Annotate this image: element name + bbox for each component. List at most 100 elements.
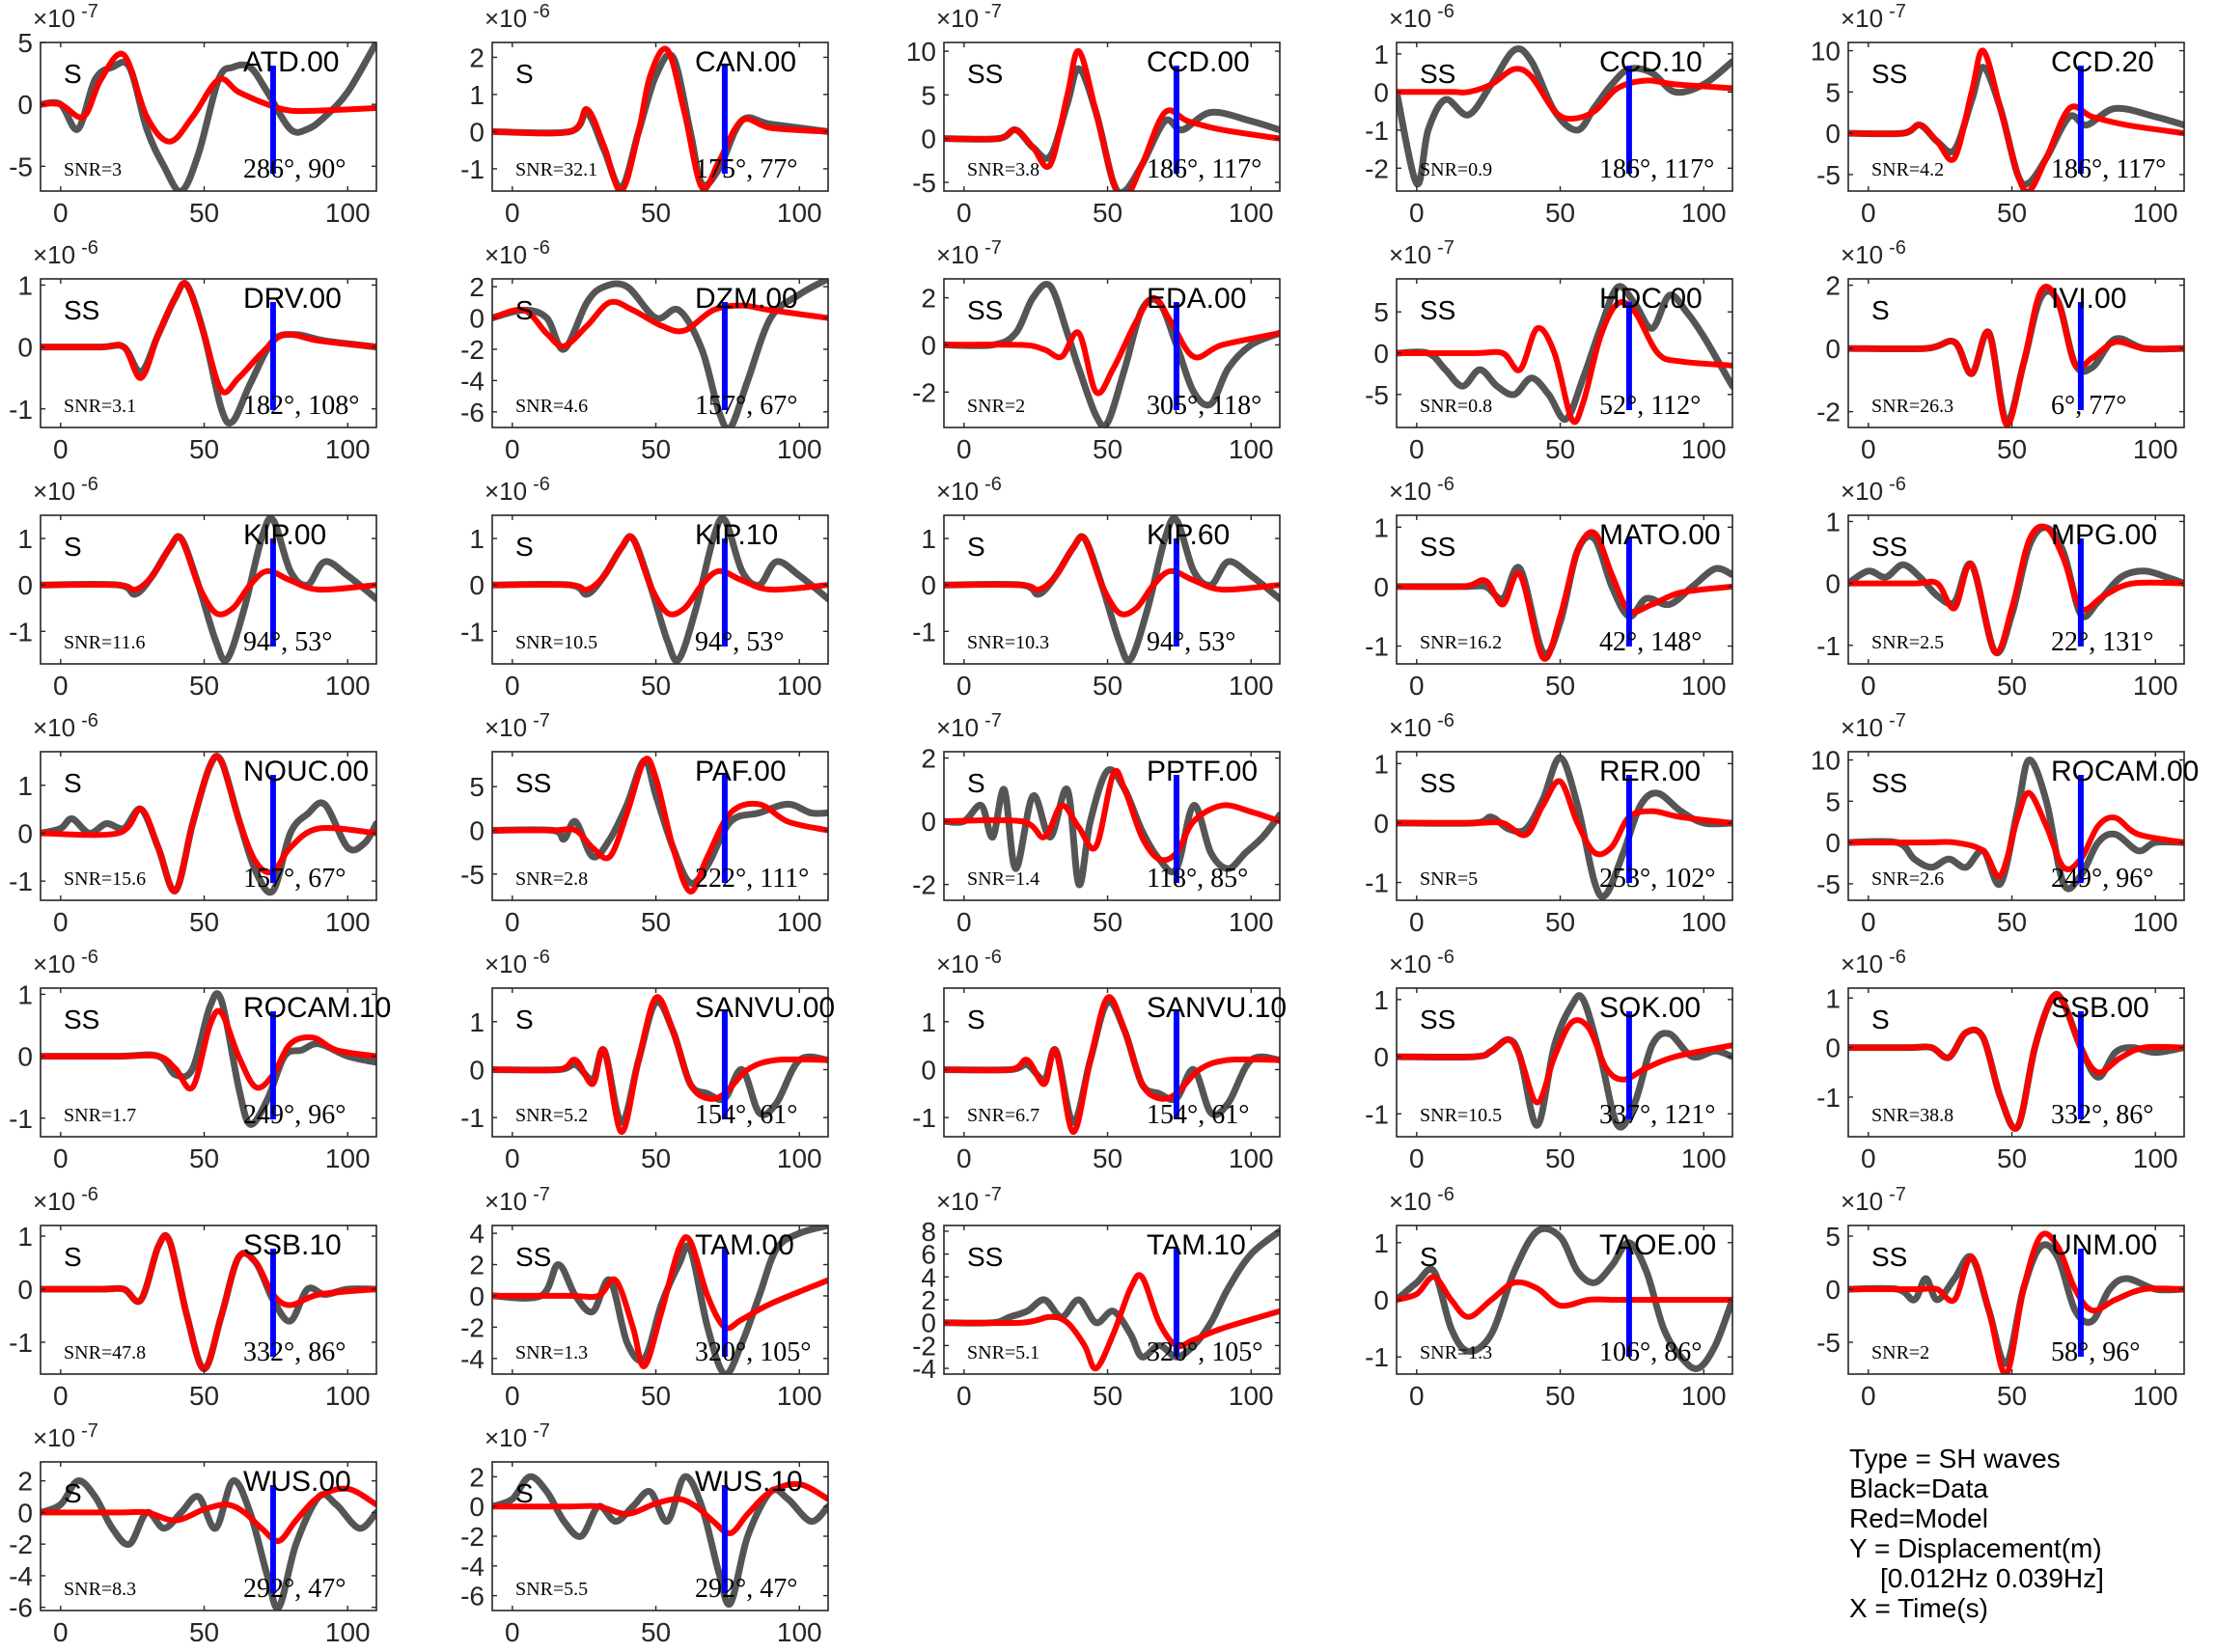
panel-kip-10: 0 50 100 1 0 -1 ×10 -6 S KIP.10 SNR=10.5 94°, 53°	[460, 474, 829, 701]
y-exponent-label: ×10 -6	[485, 947, 550, 978]
angles-label: 249°, 96°	[2051, 864, 2153, 894]
y-tick-label: 0	[1373, 1285, 1389, 1315]
y-tick-label: 0	[1373, 809, 1389, 839]
x-tick-label: 100	[1681, 1143, 1727, 1173]
y-tick-label: 0	[17, 1498, 33, 1528]
axes-frame	[491, 751, 829, 901]
panel-sanvu-00: 0 50 100 1 0 -1 ×10 -6 S SANVU.00 SNR=5.2 154°, 61°	[460, 947, 835, 1173]
x-tick-label: 50	[1997, 1143, 2027, 1173]
x-tick-label: 100	[325, 1143, 371, 1173]
x-tick-label: 50	[641, 434, 671, 464]
phase-label: SS	[1420, 1005, 1455, 1034]
y-tick-label: -6	[460, 1582, 485, 1611]
y-tick-label: -1	[9, 1328, 33, 1358]
y-tick-label: 0	[17, 1275, 33, 1305]
angles-label: 286°, 90°	[243, 154, 346, 184]
x-tick-label: 100	[1229, 671, 1274, 701]
angles-label: 292°, 47°	[243, 1574, 346, 1604]
x-tick-label: 100	[777, 671, 822, 701]
axes-frame	[1847, 987, 2185, 1138]
y-tick-label: 0	[469, 1492, 485, 1522]
y-exponent-label: ×10 -7	[1841, 710, 1906, 742]
x-tick-label: 0	[505, 907, 520, 937]
y-tick-label: -1	[9, 395, 33, 425]
angles-label: 253°, 102°	[1599, 864, 1715, 894]
data-trace	[492, 279, 828, 427]
model-trace	[1848, 284, 2184, 427]
station-label: KIP.00	[243, 519, 326, 551]
snr-label: SNR=11.6	[64, 632, 145, 653]
x-tick-label: 50	[1545, 1381, 1575, 1411]
x-tick-label: 100	[777, 1143, 822, 1173]
x-tick-label: 50	[641, 1381, 671, 1411]
x-tick-label: 0	[1409, 198, 1425, 228]
axes-frame	[491, 278, 829, 428]
x-tick-label: 0	[1409, 671, 1425, 701]
model-trace	[944, 994, 1280, 1136]
snr-label: SNR=15.6	[64, 868, 146, 890]
phase-label: SS	[64, 295, 99, 325]
x-tick-label: 50	[189, 1381, 219, 1411]
y-tick-label: 5	[1825, 1222, 1841, 1252]
y-exponent-label: ×10 -7	[936, 1184, 1002, 1216]
x-tick-label: 0	[1861, 198, 1876, 228]
angles-label: 249°, 96°	[243, 1100, 346, 1130]
axes-frame	[1396, 987, 1733, 1138]
y-tick-label: 1	[1373, 512, 1389, 542]
x-tick-label: 50	[1545, 198, 1575, 228]
x-tick-label: 100	[1229, 1143, 1274, 1173]
data-trace	[1397, 283, 1732, 423]
y-tick-label: 4	[469, 1219, 485, 1249]
station-label: EDA.00	[1147, 283, 1246, 315]
y-exponent-label: ×10 -6	[936, 474, 1002, 506]
x-tick-label: 100	[1681, 198, 1727, 228]
phase-label: S	[64, 59, 82, 89]
x-tick-label: 0	[956, 907, 972, 937]
x-tick-label: 100	[2133, 671, 2178, 701]
model-trace	[944, 294, 1280, 397]
x-tick-label: 0	[505, 1143, 520, 1173]
snr-label: SNR=1.3	[1420, 1342, 1492, 1363]
y-tick-label: -1	[1365, 1099, 1389, 1129]
x-tick-label: 0	[956, 1381, 972, 1411]
y-tick-label: 5	[469, 772, 485, 802]
y-tick-label: 5	[921, 80, 936, 110]
snr-label: SNR=0.9	[1420, 159, 1492, 180]
y-exponent-label: ×10 -6	[485, 474, 550, 506]
x-tick-label: 50	[1545, 671, 1575, 701]
data-trace	[944, 1227, 1280, 1361]
station-label: TAM.00	[695, 1229, 794, 1261]
x-tick-label: 100	[777, 198, 822, 228]
model-trace	[41, 280, 376, 396]
axes-frame	[1847, 278, 2185, 428]
x-tick-label: 50	[1997, 198, 2027, 228]
panel-sanvu-10: 0 50 100 1 0 -1 ×10 -6 S SANVU.10 SNR=6.7 154°, 61°	[912, 947, 1287, 1173]
model-trace	[1848, 991, 2184, 1132]
x-tick-label: 50	[1093, 1381, 1122, 1411]
y-tick-label: 0	[1825, 828, 1841, 858]
x-tick-label: 0	[956, 1143, 972, 1173]
legend-x: X = Time(s)	[1849, 1593, 1988, 1623]
y-tick-label: 0	[469, 117, 485, 147]
y-tick-label: -4	[912, 1354, 936, 1384]
y-tick-label: -1	[1365, 632, 1389, 662]
axes-frame	[1847, 41, 2185, 192]
x-tick-label: 0	[1409, 1143, 1425, 1173]
panel-nouc-00: 0 50 100 1 0 -1 ×10 -6 S NOUC.00 SNR=15.6 157°, 67°	[9, 710, 377, 937]
station-label: CCD.20	[2051, 46, 2154, 78]
y-tick-label: 6	[921, 1240, 936, 1270]
snr-label: SNR=4.2	[1871, 159, 1944, 180]
model-trace	[1848, 523, 2184, 656]
phase-label: SS	[967, 295, 1003, 325]
y-tick-label: -1	[1365, 1342, 1389, 1372]
station-label: ATD.00	[243, 46, 339, 78]
y-tick-label: -4	[460, 366, 485, 396]
phase-label: S	[64, 1478, 82, 1508]
snr-label: SNR=32.1	[515, 159, 597, 180]
snr-label: SNR=10.5	[515, 632, 597, 653]
y-tick-label: 0	[469, 816, 485, 846]
x-tick-label: 0	[505, 1617, 520, 1647]
angles-label: 320°, 105°	[695, 1337, 811, 1367]
